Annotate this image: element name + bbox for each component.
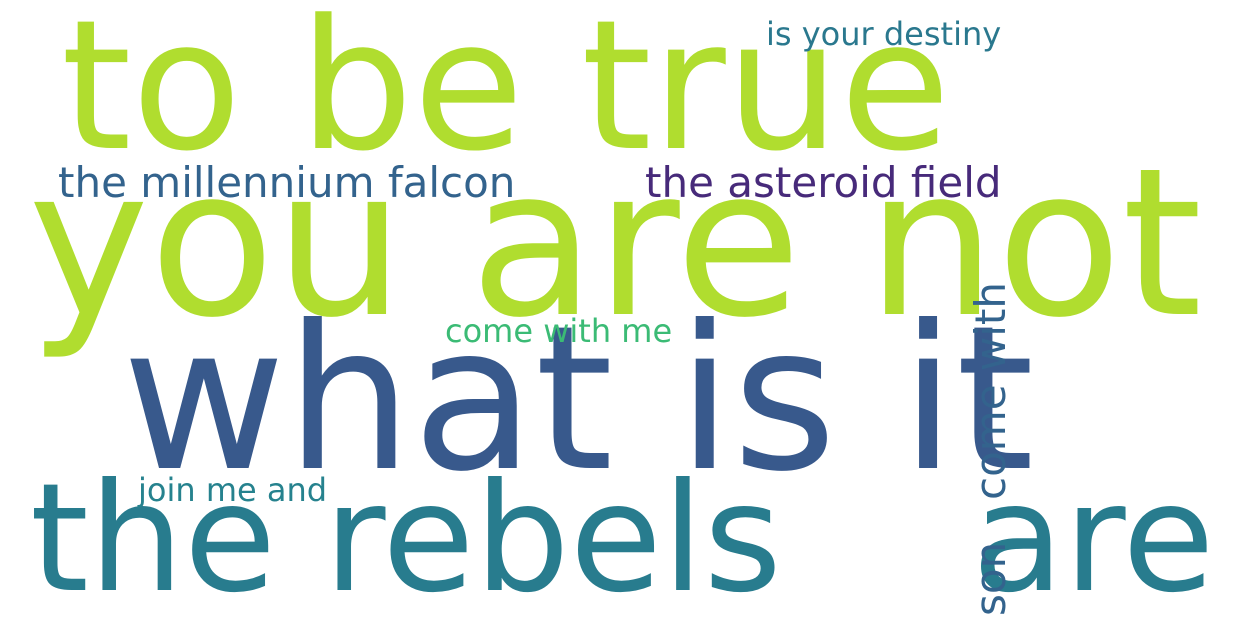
word-are: are: [972, 452, 1215, 626]
word-the-asteroid-field: the asteroid field: [645, 158, 1002, 207]
word-come-with: come with: [966, 282, 1015, 500]
word-come-with-me: come with me: [445, 312, 673, 350]
word-is-your-destiny: is your destiny: [766, 15, 1002, 53]
word-son: son: [966, 541, 1015, 616]
word-what-is-it: what is it: [122, 283, 1035, 516]
word-the-millennium-falcon: the millennium falcon: [58, 158, 516, 207]
word-you-are-not: you are not: [28, 125, 1203, 363]
word-the-rebels: the rebels: [30, 452, 782, 626]
word-join-me-and: join me and: [138, 471, 328, 509]
word-to-be-true: to be true: [61, 0, 951, 191]
